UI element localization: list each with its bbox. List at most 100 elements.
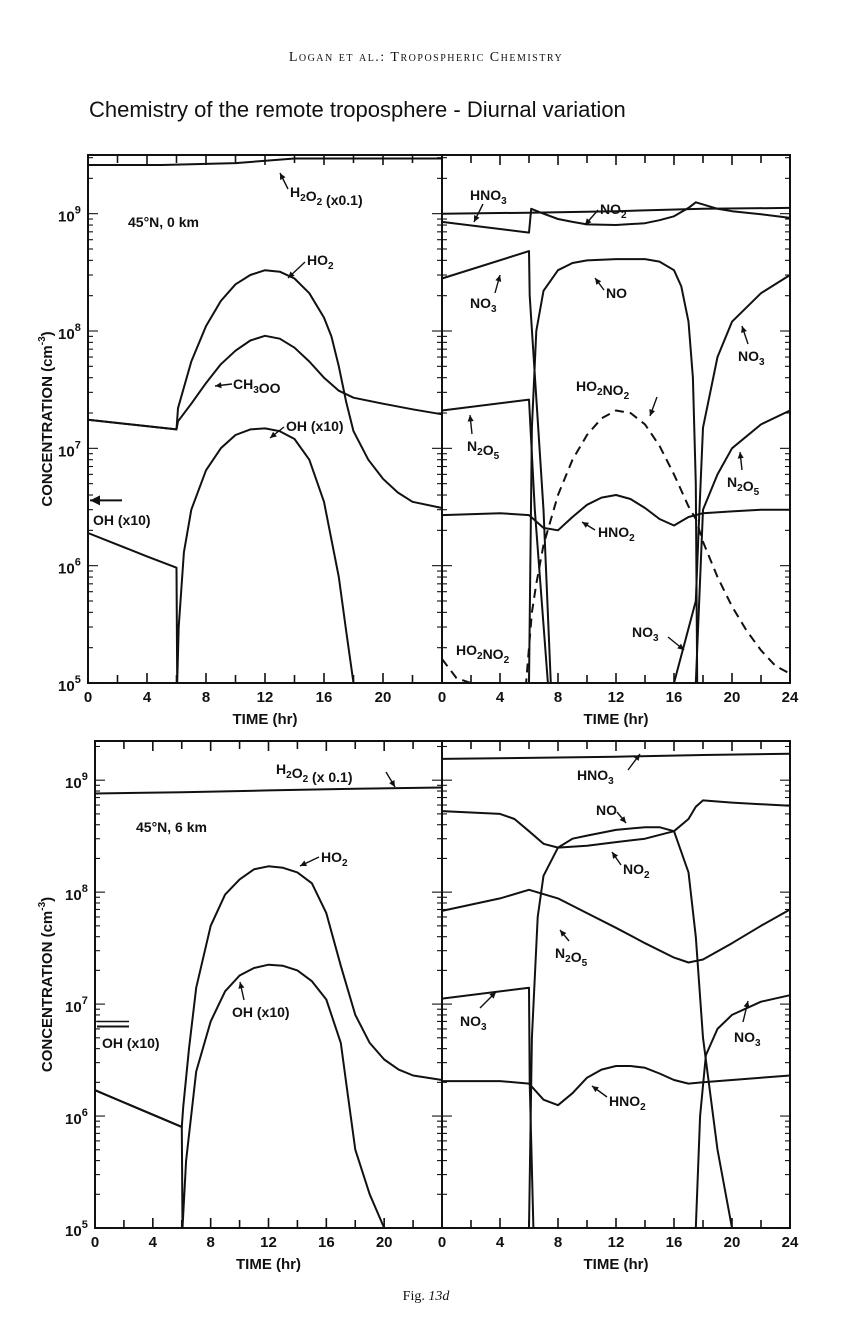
series-no3-night-before-sunrise-: [441, 250, 552, 684]
label-arrowhead: [288, 271, 295, 278]
x-tick-label: 16: [318, 1234, 335, 1251]
series-hno3: [441, 206, 791, 215]
x-tick-label: 12: [608, 1234, 625, 1251]
label-no3: NO3: [460, 1013, 487, 1033]
label-arrowhead: [677, 643, 684, 650]
panel-top-left: 0 4 8 12 16 20 TIME (hr) 105 106 107 108 109 CONCENT…: [37, 154, 443, 728]
x-tick-label: 0: [84, 689, 92, 706]
annotations: 45°N, 0 km H2O2 (x0.1) HO2 CH3OO OH (x10) OH …: [93, 172, 765, 1113]
x-tick-label: 0: [438, 689, 446, 706]
figure-title: Chemistry of the remote troposphere - Di…: [89, 97, 626, 122]
label-arrowhead: [560, 930, 567, 937]
label-arrowhead: [592, 1086, 599, 1093]
oh-mean-arrowhead: [90, 495, 100, 506]
x-tick-label: 20: [376, 1234, 393, 1251]
x-tick-label: 12: [608, 689, 625, 706]
label-arrowhead: [595, 278, 602, 285]
x-tick-label: 4: [149, 1234, 158, 1251]
y-tick-label: 106: [58, 557, 81, 578]
series-ch3oo: [87, 334, 443, 431]
label-oh-mean: OH (x10): [93, 512, 151, 528]
series-no3-before-sunrise-: [441, 986, 535, 1229]
series-n2o5-before-sunrise-: [441, 398, 549, 684]
series-h2o2-x0-1-: [94, 786, 443, 795]
label-n2o5-evening: N2O5: [727, 474, 760, 498]
series-no3-after-sunset-: [694, 994, 791, 1229]
x-tick-label: 16: [316, 689, 333, 706]
panel-bottom-left: 0 4 8 12 16 20 TIME (hr) 105 106 107 108 109 CONCENT…: [37, 740, 443, 1273]
y-tick-label: 105: [58, 674, 81, 695]
x-tick-label: 16: [666, 689, 683, 706]
label-oh-mean: OH (x10): [102, 1035, 160, 1051]
label-arrowhead: [741, 326, 747, 333]
label-arrowhead: [270, 431, 277, 438]
y-tick-label: 109: [65, 771, 88, 792]
label-no2: NO2: [623, 861, 650, 881]
label-arrowhead: [743, 1001, 750, 1008]
label-ch3oo: CH3OO: [233, 376, 281, 396]
series-no3-after-sunset-: [673, 274, 791, 684]
series-oh-x10-: [94, 963, 386, 1229]
label-no: NO: [596, 802, 617, 818]
x-tick-label: 4: [496, 1234, 505, 1251]
caption-prefix: Fig.: [402, 1289, 425, 1304]
x-tick-label: 8: [554, 689, 562, 706]
series-no: [528, 826, 733, 1229]
y-tick-label: 107: [58, 439, 81, 460]
label-oh: OH (x10): [232, 1004, 290, 1020]
label-arrowhead: [489, 992, 496, 999]
series-ho2: [94, 865, 443, 1128]
y-tick-label: 109: [58, 205, 81, 226]
label-arrowhead: [238, 982, 245, 989]
label-arrowhead: [737, 452, 744, 459]
y-tick-label: 108: [58, 322, 81, 343]
series-no2: [441, 799, 791, 849]
label-arrowhead: [300, 860, 307, 867]
panel-bottom-right: 0 4 8 12 16 20 24 TIME (hr): [438, 740, 799, 1273]
caption-number: 13d: [428, 1289, 450, 1304]
label-n2o5: N2O5: [467, 438, 500, 462]
series-n2o5-after-sunset-: [694, 409, 791, 684]
x-tick-label: 4: [496, 689, 505, 706]
label-arrowhead: [474, 215, 480, 222]
x-tick-label: 16: [666, 1234, 683, 1251]
x-tick-label: 0: [91, 1234, 99, 1251]
series-oh-x10-: [87, 427, 355, 684]
x-tick-label: 8: [554, 1234, 562, 1251]
label-no3-evening: NO3: [734, 1029, 761, 1049]
x-tick-label: 24: [782, 1234, 799, 1251]
label-arrowhead: [612, 852, 619, 859]
label-arrowhead: [582, 522, 589, 528]
y-tick-label: 105: [65, 1219, 88, 1240]
x-axis-label: TIME (hr): [236, 1256, 301, 1273]
x-tick-label: 8: [206, 1234, 214, 1251]
x-tick-label: 0: [438, 1234, 446, 1251]
panel-annotation: 45°N, 0 km: [128, 214, 199, 230]
label-no: NO: [606, 285, 627, 301]
label-hno3: HNO3: [470, 187, 507, 207]
series-ho2no2-dashed-: [441, 409, 791, 684]
plot-frame: [87, 154, 443, 684]
y-tick-label: 106: [65, 1107, 88, 1128]
label-arrowhead: [619, 816, 626, 823]
plot-frame: [94, 740, 443, 1229]
label-ho2: HO2: [321, 849, 348, 869]
x-tick-label: 20: [724, 689, 741, 706]
label-arrowhead: [215, 382, 222, 389]
series-hno2: [441, 494, 790, 532]
label-arrowhead: [633, 754, 640, 761]
figure-caption: Fig. 13d: [0, 1289, 852, 1305]
label-arrowhead: [495, 275, 502, 282]
label-ho2: HO2: [307, 252, 334, 272]
plot-frame: [441, 154, 791, 684]
x-tick-label: 8: [202, 689, 210, 706]
series-hno3: [441, 752, 791, 760]
label-h2o2: H2O2 (x0.1): [290, 184, 363, 208]
series-no: [528, 258, 699, 684]
x-tick-label: 24: [782, 689, 799, 706]
label-no3-late: NO3: [632, 624, 659, 644]
x-axis-label: TIME (hr): [233, 711, 298, 728]
label-h2o2: H2O2 (x 0.1): [276, 761, 353, 785]
panel-annotation: 45°N, 6 km: [136, 819, 207, 835]
label-no3-night: NO3: [470, 295, 497, 315]
